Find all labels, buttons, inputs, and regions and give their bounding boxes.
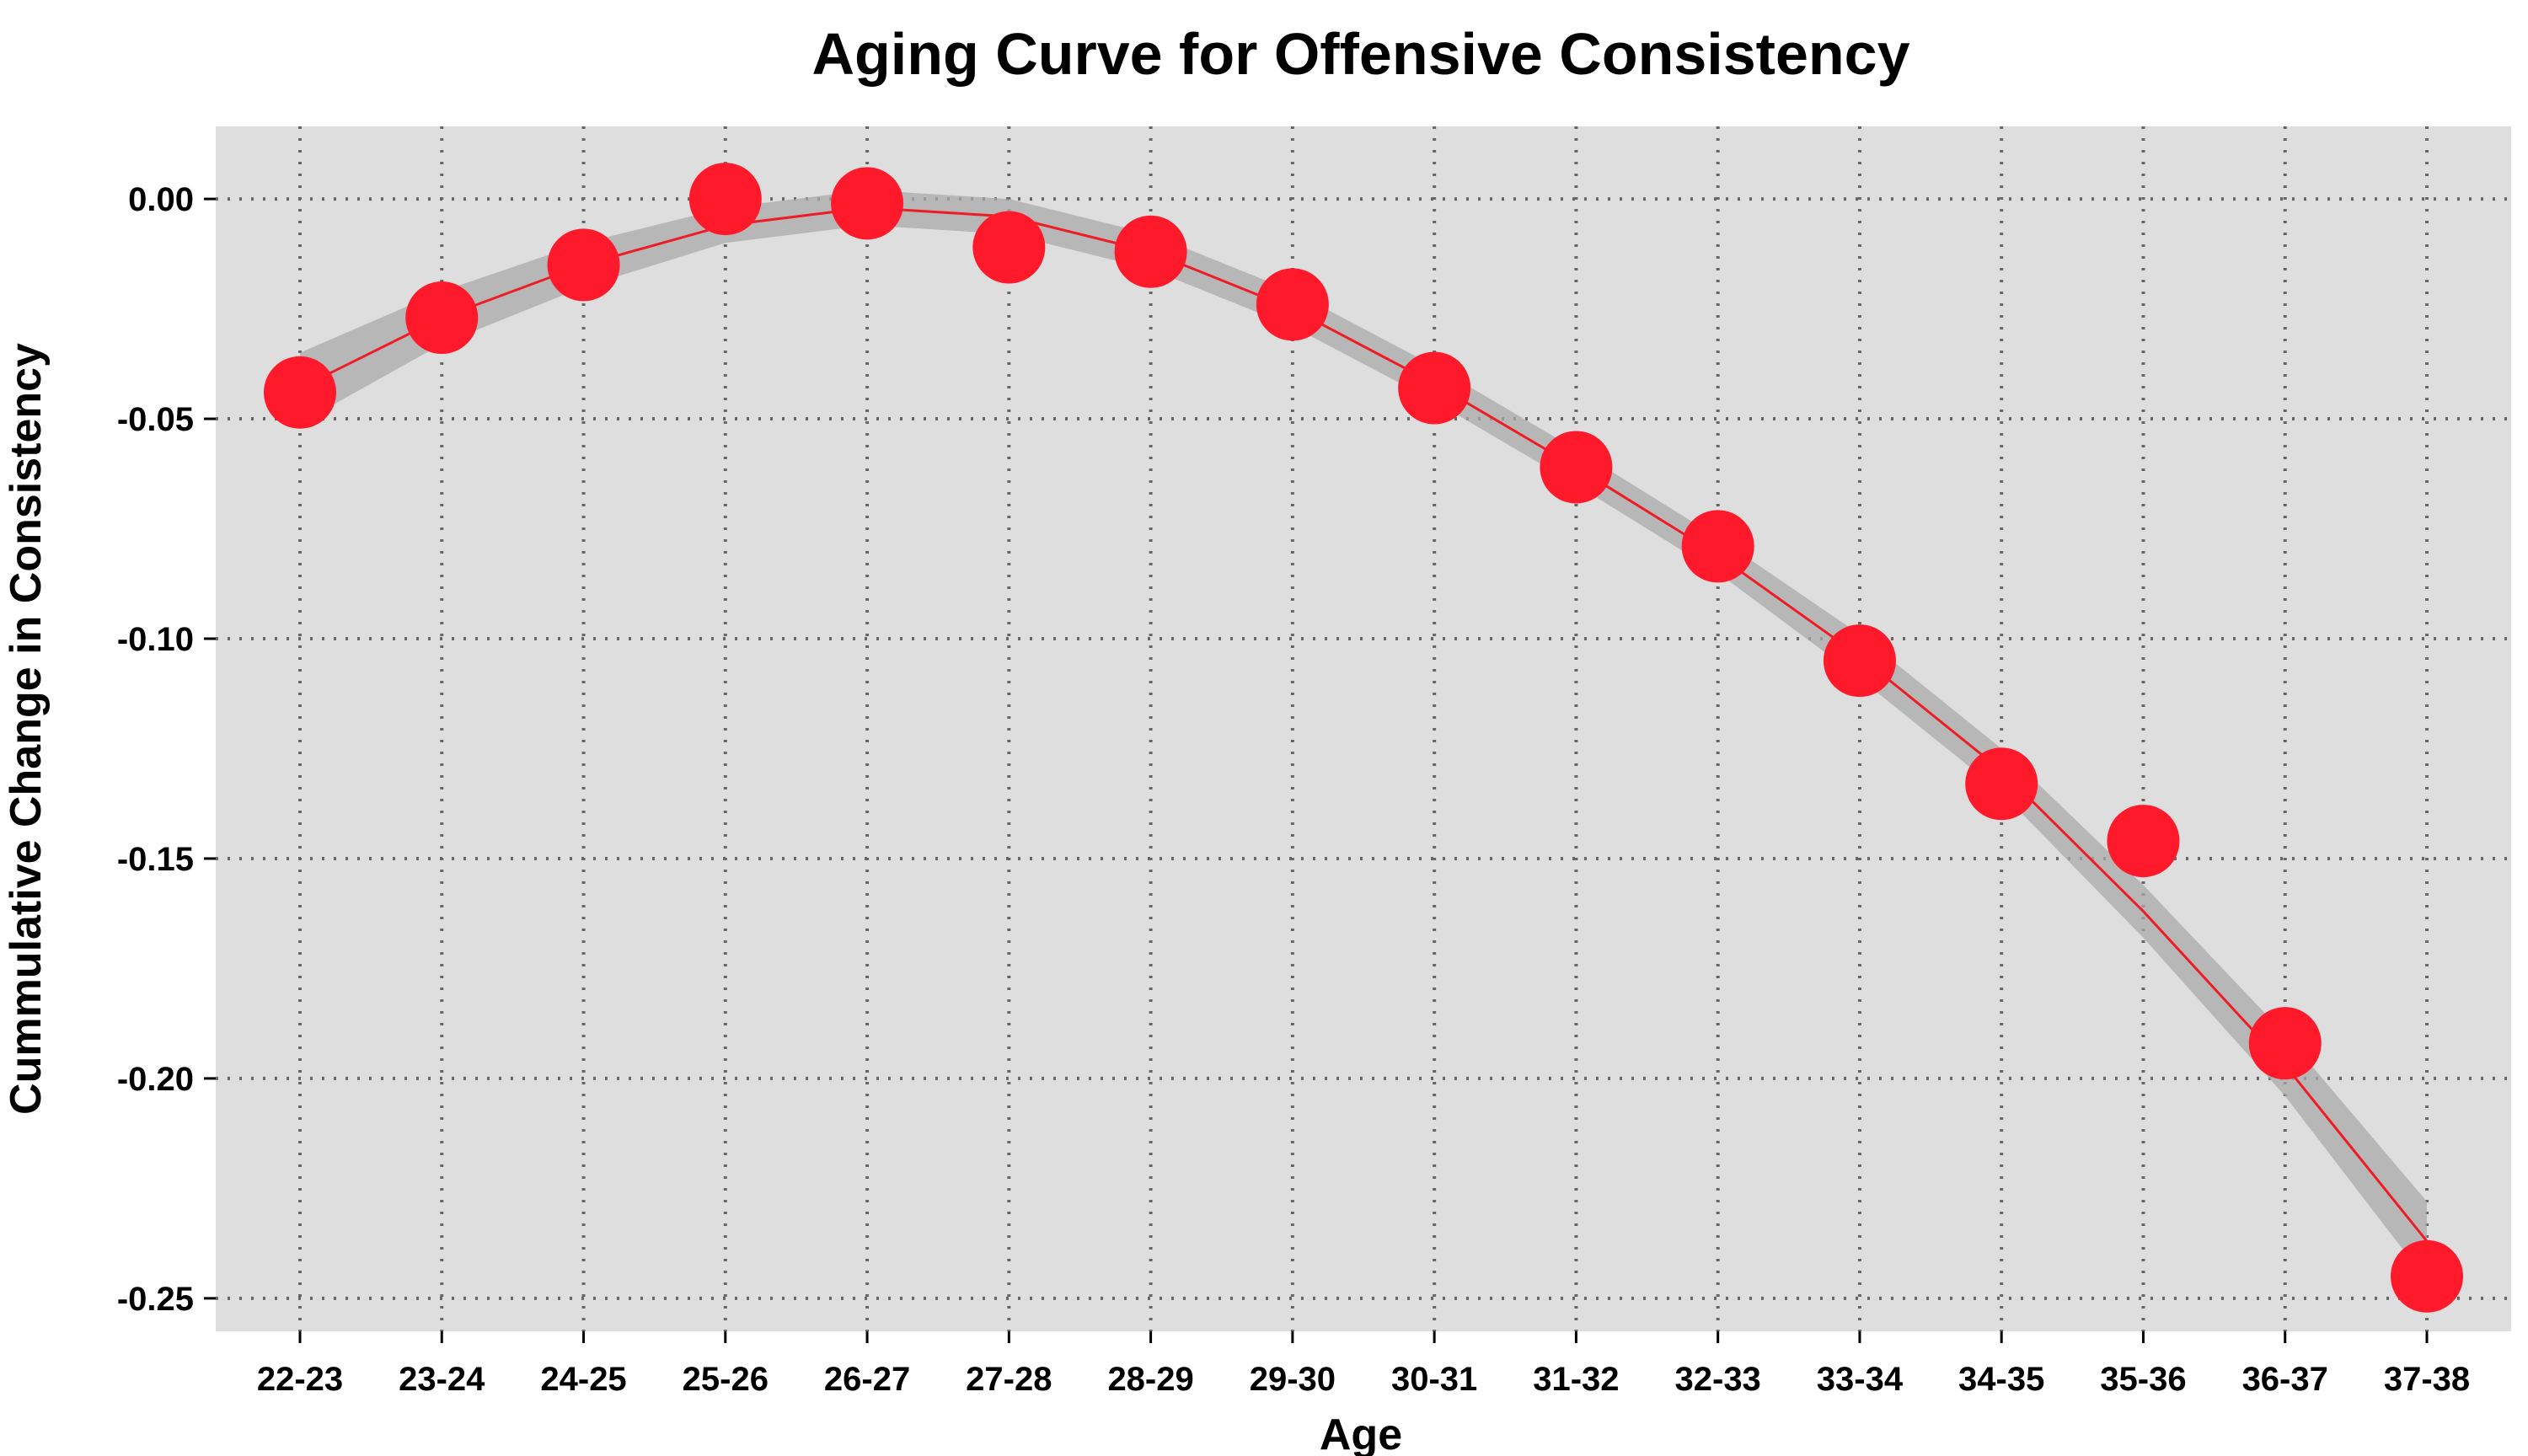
data-point (1540, 431, 1613, 504)
data-point (972, 211, 1046, 284)
y-tick-label: -0.05 (117, 401, 194, 438)
x-axis-ticks: 22-23 23-24 24-25 25-26 26-27 27-28 28-29 29-30… (257, 1331, 2470, 1398)
x-tick-label: 25-26 (683, 1361, 769, 1398)
data-points (264, 163, 2463, 1313)
x-tick-label: 33-34 (1817, 1361, 1904, 1398)
data-point (1965, 747, 2038, 821)
data-point (688, 163, 762, 236)
x-tick-label: 31-32 (1533, 1361, 1619, 1398)
x-tick-label: 34-35 (1958, 1361, 2044, 1398)
x-tick-label: 27-28 (966, 1361, 1052, 1398)
data-point (264, 356, 336, 429)
data-point (2107, 805, 2180, 878)
y-tick-label: -0.20 (117, 1061, 194, 1098)
x-tick-label: 22-23 (257, 1361, 343, 1398)
x-tick-label: 30-31 (1391, 1361, 1477, 1398)
data-point (1398, 351, 1471, 425)
x-tick-label: 36-37 (2242, 1361, 2328, 1398)
smooth-line (299, 206, 2429, 1242)
data-point (1114, 215, 1187, 288)
y-tick-label: -0.25 (117, 1281, 194, 1318)
x-tick-label: 32-33 (1675, 1361, 1761, 1398)
data-point (2248, 1007, 2322, 1080)
x-tick-label: 28-29 (1107, 1361, 1193, 1398)
y-tick-label: -0.10 (117, 621, 194, 658)
data-point (1681, 510, 1754, 583)
data-point (547, 228, 620, 302)
x-tick-label: 24-25 (540, 1361, 626, 1398)
plot-panel (216, 126, 2511, 1331)
y-axis-ticks: 0.00 -0.05 -0.10 -0.15 -0.20 -0.25 (117, 181, 216, 1318)
data-point (405, 281, 479, 355)
data-point (1256, 268, 1329, 341)
data-point (2391, 1239, 2463, 1313)
data-point (831, 167, 904, 240)
x-tick-label: 35-36 (2100, 1361, 2186, 1398)
x-tick-label: 23-24 (399, 1361, 485, 1398)
x-tick-label: 26-27 (824, 1361, 910, 1398)
x-axis-title: Age (1320, 1410, 1402, 1456)
confidence-band (300, 190, 2427, 1281)
x-tick-label: 37-38 (2384, 1361, 2470, 1398)
y-axis-title: Cummulative Change in Consistency (2, 343, 51, 1115)
y-tick-label: 0.00 (128, 181, 194, 218)
y-tick-label: -0.15 (117, 841, 194, 878)
grid-lines (216, 126, 2511, 1331)
data-point (1823, 624, 1896, 698)
chart-title: Aging Curve for Offensive Consistency (811, 21, 1909, 87)
x-tick-label: 29-30 (1250, 1361, 1336, 1398)
